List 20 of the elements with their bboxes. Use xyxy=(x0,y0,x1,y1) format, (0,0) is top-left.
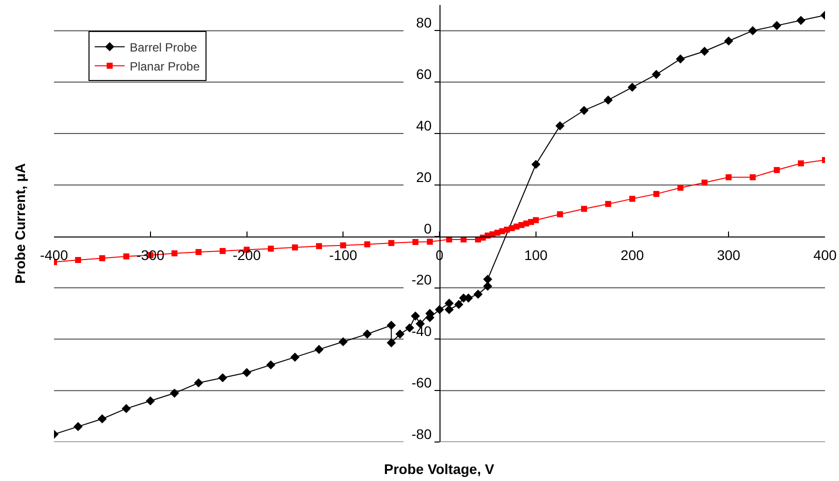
legend-label: Barrel Probe xyxy=(130,40,198,54)
y-axis-title: Probe Current, μA xyxy=(12,163,28,284)
y-tick-label: 40 xyxy=(416,117,432,134)
x-tick-label: 300 xyxy=(716,247,741,264)
legend-label: Planar Probe xyxy=(130,59,200,74)
x-tick-label: 200 xyxy=(620,247,644,264)
x-tick-label: 100 xyxy=(524,247,548,264)
y-tick-label: -20 xyxy=(411,272,432,288)
x-tick-label: -100 xyxy=(329,247,358,264)
y-tick-label: 80 xyxy=(416,14,432,31)
x-axis-title: Probe Voltage, V xyxy=(384,461,495,477)
y-tick-label: 60 xyxy=(416,66,432,82)
y-tick-label: -40 xyxy=(411,323,432,340)
y-tick-label: -80 xyxy=(411,426,432,442)
y-tick-label: -60 xyxy=(411,374,432,390)
x-tick-label: -400 xyxy=(40,247,68,264)
y-tick-label: 20 xyxy=(416,168,432,185)
x-tick-label: -200 xyxy=(232,247,261,264)
x-tick-label: 400 xyxy=(813,247,837,264)
y-tick-label: 0 xyxy=(424,220,432,236)
